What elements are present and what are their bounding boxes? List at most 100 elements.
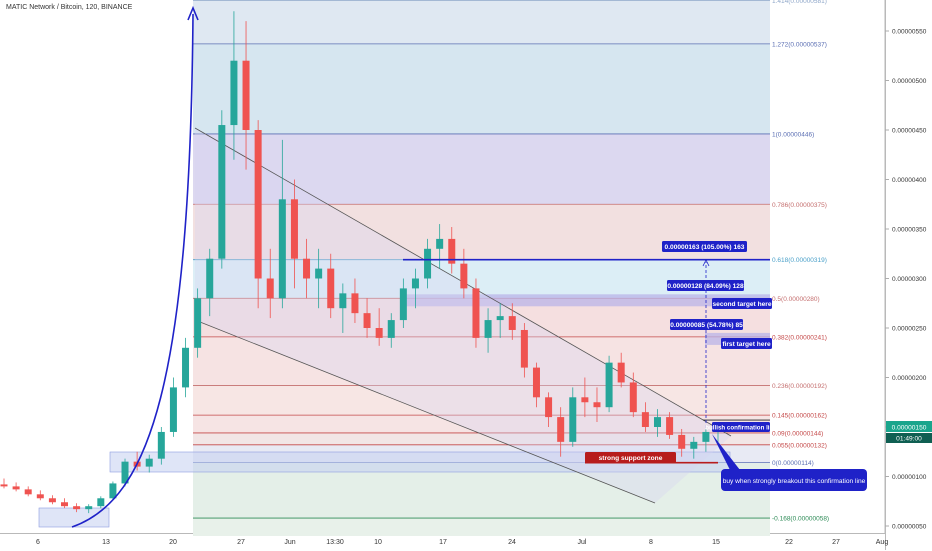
fib-level-label: 0.786(0.00000375) (772, 202, 827, 209)
candle-body (521, 330, 528, 368)
fib-level-label: 0.382(0.00000241) (772, 334, 827, 341)
price-tick-label: 0.00000450 (892, 128, 927, 135)
fib-level-label: 0.055(0.00000132) (772, 442, 827, 449)
candle-body (702, 432, 709, 442)
candle-body (654, 417, 661, 427)
bullish-line-label: bullish confirmation line (705, 424, 777, 431)
target-54-label: 0.00000085 (54.78%) 85 (670, 322, 743, 329)
fib-level-label: 0(0.00000114) (772, 460, 814, 467)
candle-body (97, 498, 104, 506)
current-price-label: 0.00000150 (892, 425, 927, 432)
time-tick-label: 13:30 (326, 539, 344, 546)
price-tick-label: 0.00000550 (892, 29, 927, 36)
fib-level-label: 0.618(0.00000319) (772, 257, 827, 264)
candle-body (158, 432, 165, 459)
fib-band-bottom (193, 518, 770, 536)
candle-body (593, 402, 600, 407)
candle-body (1, 484, 8, 486)
target-84-label: 0.00000128 (84.09%) 128 (667, 283, 744, 290)
fib-band (193, 44, 770, 134)
candle-body (25, 489, 32, 494)
candle-body (182, 348, 189, 388)
fib-band (193, 0, 770, 44)
candle-body (73, 506, 80, 509)
candle-body (291, 199, 298, 258)
candle-body (303, 259, 310, 279)
candle-body (218, 125, 225, 259)
time-tick-label: Jun (284, 539, 295, 546)
candle-body (243, 61, 250, 130)
fib-level-label: 0.236(0.00000192) (772, 383, 827, 390)
price-tick-label: 0.00000200 (892, 375, 927, 382)
candle-body (194, 298, 201, 348)
candle-body (85, 506, 92, 509)
parabolic-curve (72, 14, 193, 527)
candle-body (339, 293, 346, 308)
price-tick-label: 0.00000100 (892, 474, 927, 481)
time-tick-label: 8 (649, 539, 653, 546)
second-target-label: second target here (713, 301, 772, 308)
candle-body (230, 61, 237, 125)
candle-body (424, 249, 431, 279)
price-tick-label: 0.00000300 (892, 276, 927, 283)
candle-body (630, 382, 637, 412)
candle-body (255, 130, 262, 279)
candle-body (351, 293, 358, 313)
candle-body (557, 417, 564, 442)
candle-body (267, 279, 274, 299)
candle-body (678, 435, 685, 449)
candle-body (666, 417, 673, 435)
candle-body (376, 328, 383, 338)
fib-level-label: 1.272(0.00000537) (772, 41, 827, 48)
target-105-label: 0.00000163 (105.00%) 163 (665, 244, 745, 251)
support-zone-label: strong support zone (599, 455, 663, 462)
candle-body (509, 316, 516, 330)
candle-body (61, 502, 68, 506)
candle-body (13, 486, 20, 489)
candle-body (206, 259, 213, 299)
buy-note-label: buy when strongly breakout this confirma… (723, 478, 866, 485)
candle-body (146, 459, 153, 467)
candle-body (388, 320, 395, 338)
fib-level-label: 1(0.00000446) (772, 131, 814, 138)
time-tick-label: 27 (237, 539, 245, 546)
time-tick-label: 27 (832, 539, 840, 546)
candle-body (279, 199, 286, 298)
candle-body (569, 397, 576, 442)
candle-body (460, 264, 467, 289)
candle-body (545, 397, 552, 417)
fib-level-label: 0.145(0.00000162) (772, 413, 827, 420)
fib-level-label: 0.5(0.00000280) (772, 296, 820, 303)
candle-body (581, 397, 588, 402)
time-tick-label: Aug (876, 539, 889, 546)
time-tick-label: 24 (508, 539, 516, 546)
time-tick-label: 20 (169, 539, 177, 546)
fib-level-label: -0.168(0.00000058) (772, 516, 829, 523)
first-target-label: first target here (722, 341, 771, 348)
price-tick-label: 0.00000050 (892, 524, 927, 531)
candle-body (690, 442, 697, 449)
time-tick-label: 10 (374, 539, 382, 546)
candle-body (533, 368, 540, 398)
candle-body (315, 269, 322, 279)
price-tick-label: 0.00000400 (892, 177, 927, 184)
time-tick-label: 13 (102, 539, 110, 546)
countdown-label: 01:49:00 (896, 436, 922, 443)
chart-title: MATIC Network / Bitcoin, 120, BINANCE (6, 4, 132, 11)
candle-body (436, 239, 443, 249)
fib-level-label: 0.09(0.00000144) (772, 430, 823, 437)
candle-body (497, 316, 504, 320)
candle-body (327, 269, 334, 309)
time-tick-label: 22 (785, 539, 793, 546)
candle-body (485, 320, 492, 338)
support-box-left (39, 508, 109, 527)
fib-level-label: 1.414(0.00000581) (772, 0, 827, 5)
time-tick-label: Jul (578, 539, 587, 546)
candle-body (364, 313, 371, 328)
candle-body (618, 363, 625, 383)
price-tick-label: 0.00000350 (892, 227, 927, 234)
time-tick-label: 17 (439, 539, 447, 546)
candle-body (642, 412, 649, 427)
candle-body (472, 288, 479, 338)
